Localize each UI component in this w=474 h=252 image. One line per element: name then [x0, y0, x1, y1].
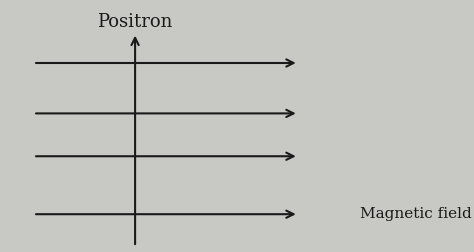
Text: Positron: Positron — [97, 13, 173, 30]
Text: Magnetic field: Magnetic field — [360, 207, 472, 221]
